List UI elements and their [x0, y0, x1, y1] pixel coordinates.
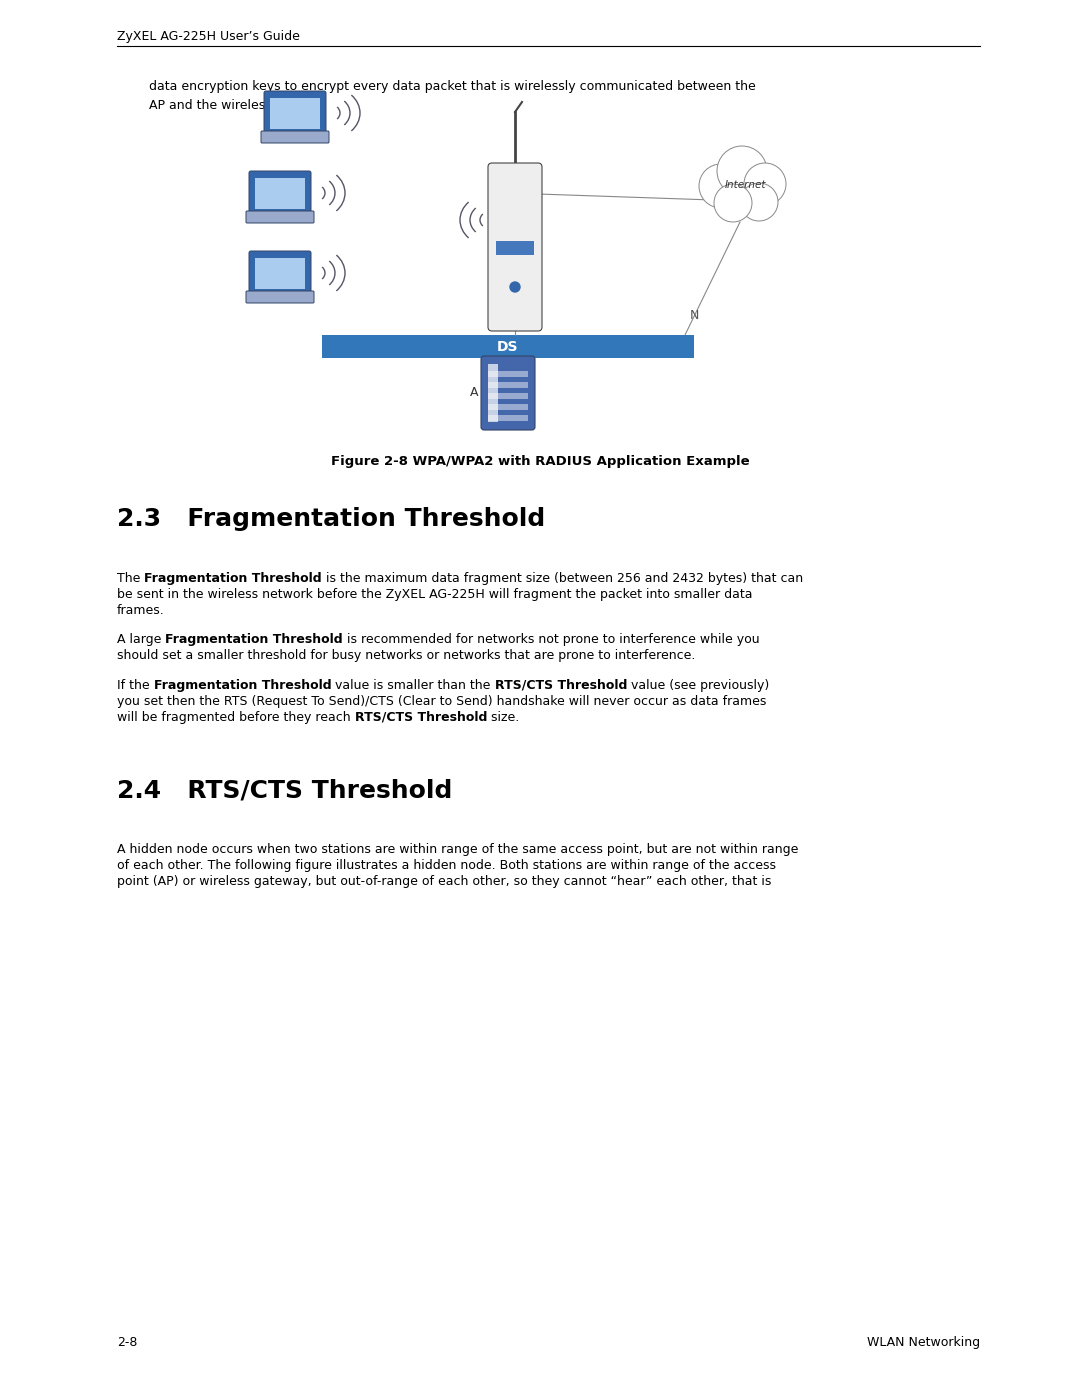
Text: If the: If the [117, 679, 153, 692]
Text: ZyXEL AG-225H User’s Guide: ZyXEL AG-225H User’s Guide [117, 29, 300, 43]
Text: will be fragmented before they reach: will be fragmented before they reach [117, 711, 354, 724]
Text: be sent in the wireless network before the ZyXEL AG-225H will fragment the packe: be sent in the wireless network before t… [117, 588, 753, 601]
Text: RTS/CTS Threshold: RTS/CTS Threshold [354, 711, 487, 724]
Text: 2.3   Fragmentation Threshold: 2.3 Fragmentation Threshold [117, 507, 545, 531]
FancyBboxPatch shape [249, 251, 311, 295]
Bar [488, 381, 528, 388]
Text: value is smaller than the: value is smaller than the [332, 679, 495, 692]
Bar [255, 177, 305, 210]
Bar [255, 258, 305, 289]
Text: data encryption keys to encrypt every data packet that is wirelessly communicate: data encryption keys to encrypt every da… [149, 80, 756, 112]
Circle shape [699, 163, 743, 208]
Circle shape [744, 163, 786, 205]
Text: you set then the RTS (Request To Send)/CTS (Clear to Send) handshake will never : you set then the RTS (Request To Send)/C… [117, 694, 767, 708]
Bar [496, 242, 534, 256]
Bar [322, 335, 694, 358]
Bar [488, 372, 528, 377]
Text: DS: DS [497, 339, 518, 353]
Bar [488, 404, 528, 409]
Text: is the maximum data fragment size (between 256 and 2432 bytes) that can: is the maximum data fragment size (betwe… [322, 571, 804, 585]
Text: 2-8: 2-8 [117, 1336, 137, 1350]
Circle shape [510, 282, 519, 292]
Text: Figure 2-8 WPA/WPA2 with RADIUS Application Example: Figure 2-8 WPA/WPA2 with RADIUS Applicat… [330, 455, 750, 468]
Bar [488, 393, 528, 400]
Text: A: A [470, 387, 478, 400]
Text: RTS/CTS Threshold: RTS/CTS Threshold [495, 679, 627, 692]
Circle shape [714, 184, 752, 222]
Text: is recommended for networks not prone to interference while you: is recommended for networks not prone to… [343, 633, 759, 647]
FancyBboxPatch shape [246, 291, 314, 303]
Text: of each other. The following figure illustrates a hidden node. Both stations are: of each other. The following figure illu… [117, 859, 777, 872]
Text: point (AP) or wireless gateway, but out-of-range of each other, so they cannot “: point (AP) or wireless gateway, but out-… [117, 875, 771, 888]
Bar [488, 415, 528, 420]
Text: value (see previously): value (see previously) [627, 679, 769, 692]
Text: should set a smaller threshold for busy networks or networks that are prone to i: should set a smaller threshold for busy … [117, 650, 696, 662]
Text: 2.4   RTS/CTS Threshold: 2.4 RTS/CTS Threshold [117, 778, 453, 802]
Text: size.: size. [487, 711, 519, 724]
Circle shape [717, 147, 767, 196]
Text: N: N [690, 309, 700, 321]
Text: Fragmentation Threshold: Fragmentation Threshold [165, 633, 343, 647]
Text: A large: A large [117, 633, 165, 647]
Circle shape [740, 183, 778, 221]
Text: Fragmentation Threshold: Fragmentation Threshold [153, 679, 332, 692]
Bar [488, 365, 498, 422]
Text: Fragmentation Threshold: Fragmentation Threshold [145, 571, 322, 585]
FancyBboxPatch shape [261, 131, 329, 142]
Text: frames.: frames. [117, 604, 165, 616]
Bar [270, 98, 320, 129]
FancyBboxPatch shape [488, 163, 542, 331]
FancyBboxPatch shape [246, 211, 314, 224]
FancyBboxPatch shape [481, 356, 535, 430]
Text: Internet: Internet [725, 180, 766, 190]
FancyBboxPatch shape [264, 91, 326, 136]
Text: WLAN Networking: WLAN Networking [867, 1336, 980, 1350]
Text: A hidden node occurs when two stations are within range of the same access point: A hidden node occurs when two stations a… [117, 844, 798, 856]
Text: The: The [117, 571, 145, 585]
FancyBboxPatch shape [249, 170, 311, 215]
